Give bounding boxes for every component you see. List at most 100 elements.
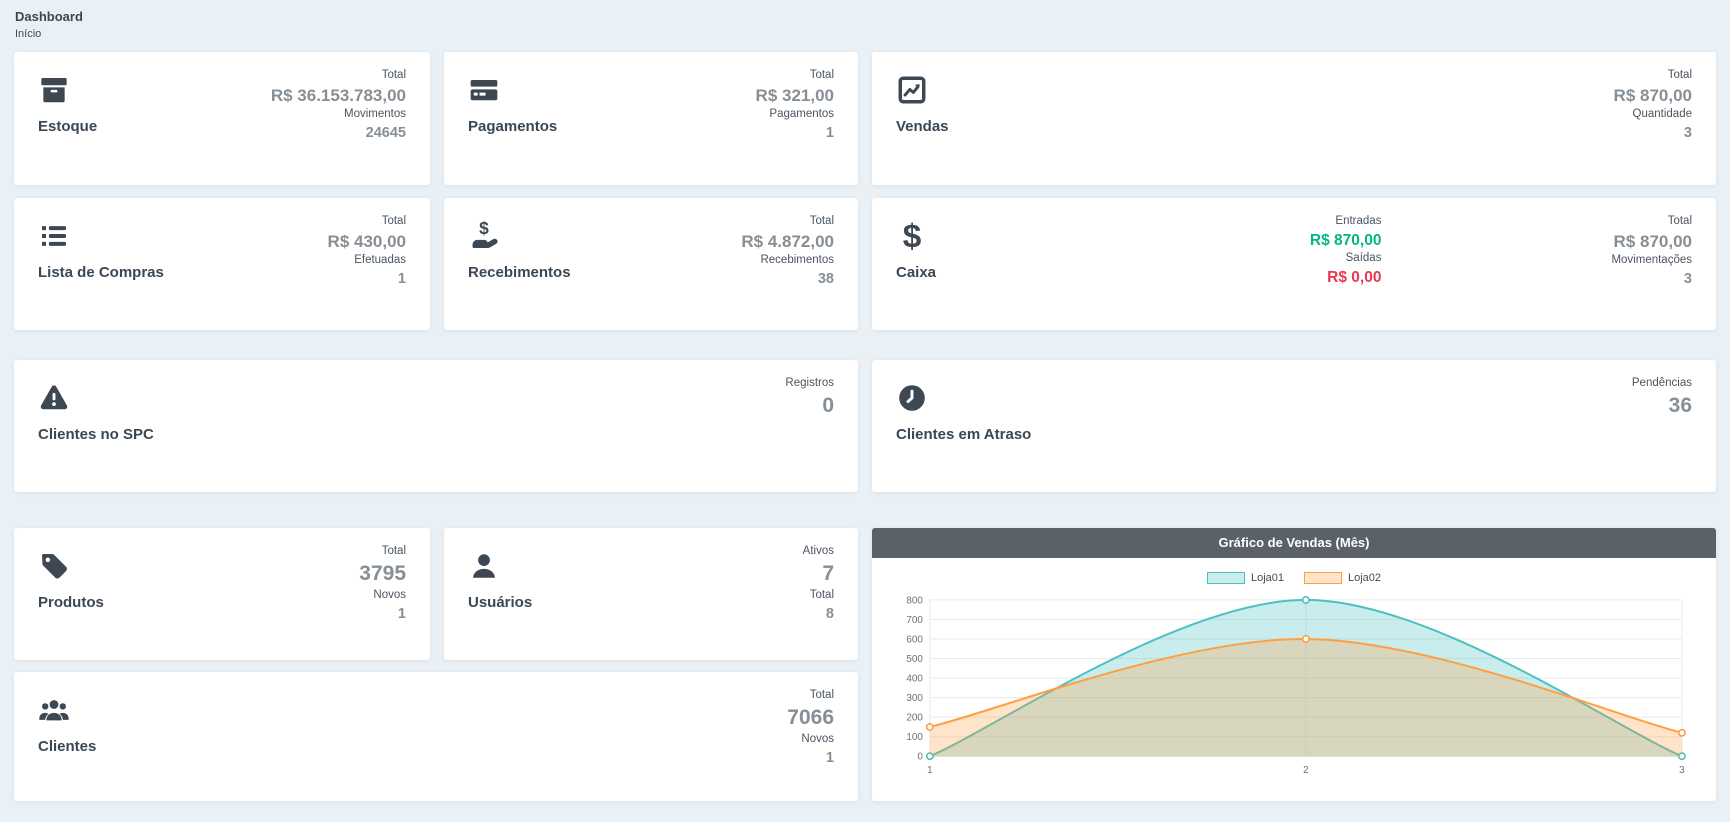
breadcrumb-inicio-link[interactable]: Início [15, 28, 42, 40]
stat-value-saidas: R$ 0,00 [1327, 269, 1382, 286]
stat-value: 0 [822, 393, 834, 417]
card-caixa: $ Caixa Entradas R$ 870,00 Saídas R$ 0,0… [872, 198, 1716, 330]
box-icon [38, 74, 97, 106]
svg-text:200: 200 [906, 713, 923, 724]
legend-label: Loja02 [1348, 572, 1382, 584]
chart-legend: Loja01 Loja02 [892, 568, 1696, 588]
stat-label: Total [1667, 215, 1692, 227]
svg-text:500: 500 [906, 654, 923, 665]
stat-value: 1 [397, 605, 406, 622]
stat-value: R$ 430,00 [327, 231, 406, 251]
stat-value: 24645 [365, 124, 406, 141]
stat-value: 7066 [787, 705, 834, 729]
card-lista-de-compras: Lista de Compras Total R$ 430,00 Efetuad… [14, 198, 430, 330]
card-title: Produtos [38, 594, 104, 611]
dollar-sign-icon: $ [896, 220, 936, 252]
stat-value: 3 [1683, 124, 1692, 141]
card-title: Pagamentos [468, 118, 558, 135]
stat-label: Total [809, 215, 834, 227]
breadcrumb: Dashboard Início [15, 9, 83, 40]
stat-value: 3 [1683, 270, 1692, 287]
stat-value: 3795 [359, 561, 406, 585]
card-title: Estoque [38, 118, 98, 135]
card-clientes: Clientes Total 7066 Novos 1 [14, 672, 858, 801]
stat-value: R$ 4.872,00 [741, 231, 834, 251]
stat-label: Recebimentos [760, 254, 834, 267]
card-title: Clientes em Atraso [896, 426, 1032, 443]
page-title: Dashboard [15, 9, 83, 24]
svg-text:600: 600 [906, 634, 923, 645]
legend-item-loja01[interactable]: Loja01 [1206, 572, 1284, 584]
stat-label: Total [1667, 69, 1692, 81]
card-produtos: Produtos Total 3795 Novos 1 [14, 528, 430, 660]
card-title: Recebimentos [468, 264, 571, 281]
stat-label: Movimentos [344, 108, 406, 121]
stat-label: Saídas [1345, 252, 1382, 265]
stat-label: Total [381, 215, 406, 227]
card-vendas: Vendas Total R$ 870,00 Quantidade 3 [872, 52, 1716, 185]
legend-swatch [1304, 572, 1342, 584]
stat-label: Registros [785, 377, 834, 389]
svg-text:3: 3 [1679, 765, 1685, 776]
stat-label: Entradas [1335, 215, 1382, 227]
svg-text:0: 0 [917, 752, 923, 763]
stat-label: Total [381, 69, 406, 81]
credit-card-icon [468, 74, 557, 106]
stat-label: Novos [373, 589, 406, 602]
stat-value: R$ 870,00 [1613, 85, 1692, 105]
svg-text:700: 700 [906, 615, 923, 626]
stat-value: R$ 36.153.783,00 [270, 85, 406, 105]
stat-value: 38 [817, 270, 834, 287]
user-icon [468, 550, 532, 582]
card-pagamentos: Pagamentos Total R$ 321,00 Pagamentos 1 [444, 52, 858, 185]
svg-text:$: $ [903, 220, 922, 252]
stat-value: 7 [822, 561, 834, 585]
stat-label: Pendências [1631, 377, 1692, 389]
card-title: Clientes [38, 738, 97, 755]
hand-holding-dollar-icon: $ [468, 220, 571, 252]
card-title: Usuários [468, 594, 533, 611]
card-title: Lista de Compras [38, 264, 164, 281]
stat-value: 8 [825, 605, 834, 622]
clock-icon [896, 382, 1031, 414]
stat-value: 36 [1668, 393, 1692, 417]
svg-text:800: 800 [906, 595, 923, 606]
stat-label: Total [809, 69, 834, 81]
card-clientes-em-atraso: Clientes em Atraso Pendências 36 [872, 360, 1716, 492]
legend-label: Loja01 [1250, 572, 1284, 584]
svg-text:300: 300 [906, 693, 923, 704]
stat-label: Total [809, 689, 834, 701]
sales-chart-card: Gráfico de Vendas (Mês) Loja01 Loja02 0 10… [872, 528, 1716, 801]
legend-item-loja02[interactable]: Loja02 [1304, 572, 1381, 584]
stat-value: R$ 321,00 [755, 85, 834, 105]
legend-swatch [1206, 572, 1245, 584]
stat-label: Total [809, 589, 834, 602]
stat-value: 1 [825, 749, 834, 766]
svg-text:100: 100 [906, 732, 923, 743]
stat-value: 1 [397, 270, 406, 287]
users-icon [38, 694, 96, 726]
tag-icon [38, 550, 104, 582]
card-clientes-no-spc: Clientes no SPC Registros 0 [14, 360, 858, 492]
stat-value-entradas: R$ 870,00 [1309, 231, 1382, 249]
list-icon [38, 220, 164, 252]
stat-label: Novos [801, 733, 834, 746]
card-recebimentos: $ Recebimentos Total R$ 4.872,00 Recebim… [444, 198, 858, 330]
stat-label: Efetuadas [354, 254, 406, 267]
card-title: Clientes no SPC [38, 426, 154, 443]
card-estoque: Estoque Total R$ 36.153.783,00 Movimento… [14, 52, 430, 185]
svg-text:2: 2 [1303, 765, 1309, 776]
chart-title: Gráfico de Vendas (Mês) [872, 528, 1716, 558]
svg-text:1: 1 [927, 765, 933, 776]
svg-text:$: $ [479, 220, 489, 238]
stat-label: Total [381, 545, 406, 557]
stat-label: Ativos [802, 545, 834, 557]
stat-label: Quantidade [1632, 108, 1692, 121]
stat-label: Movimentações [1611, 254, 1692, 267]
sales-area-chart: 0 100 200 300 400 500 600 700 800 1 2 3 [906, 595, 1686, 776]
warning-triangle-icon [38, 382, 154, 414]
stat-value: R$ 870,00 [1613, 231, 1692, 251]
stat-value: 1 [825, 124, 834, 141]
chart-line-icon [896, 74, 949, 106]
